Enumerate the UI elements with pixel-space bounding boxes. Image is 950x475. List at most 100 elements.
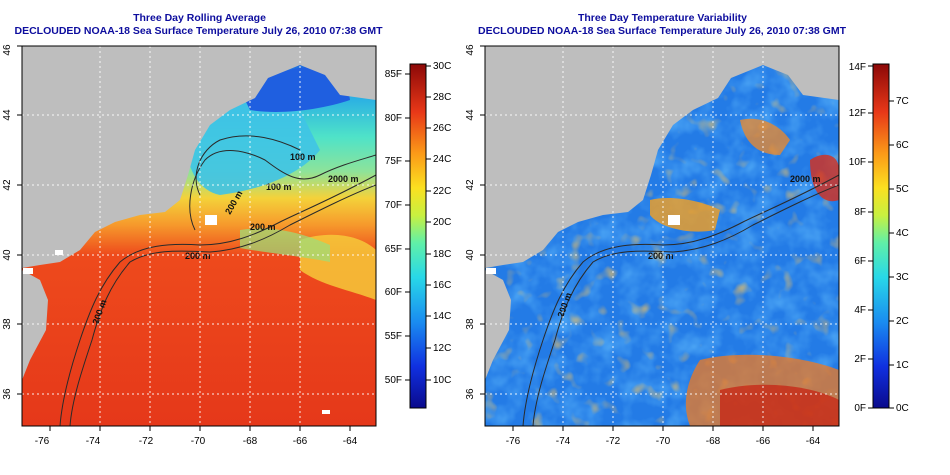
right-gulf-hotspot (740, 118, 790, 155)
left-cb-c-1: 12C (433, 343, 451, 354)
right-cb-f-3: 6F (854, 256, 866, 267)
right-contour-label-1: 2000 m (790, 174, 821, 184)
left-colorbar (409, 63, 427, 409)
left-colorbar-ticks (405, 65, 431, 381)
left-lon-tick-6: -64 (343, 436, 358, 447)
left-cb-f-0: 50F (385, 375, 402, 386)
left-map-title: Three Day Rolling Average (133, 12, 266, 24)
left-lon-tick-0: -76 (35, 436, 50, 447)
left-cb-f-5: 75F (385, 156, 402, 167)
left-bathymetry-contours (59, 135, 376, 426)
right-lon-tick-0: -76 (506, 436, 521, 447)
right-cb-f-5: 10F (849, 157, 866, 168)
right-lat-tick-4: 44 (465, 109, 476, 121)
left-lat-tick-4: 44 (2, 109, 13, 121)
right-map-title: Three Day Temperature Variability (577, 12, 748, 24)
right-cb-f-7: 14F (849, 62, 866, 73)
right-cb-f-2: 4F (854, 305, 866, 316)
left-cb-c-0: 10C (433, 375, 451, 386)
left-landmass-north (22, 46, 376, 268)
left-cloud-mask (23, 215, 330, 414)
right-cb-c-2: 2C (896, 316, 909, 327)
left-contour-label-1: 200 m (185, 251, 211, 261)
left-lon-tick-4: -68 (243, 436, 258, 447)
left-cb-c-2: 14C (433, 311, 451, 322)
left-lat-tick-0: 36 (2, 388, 13, 400)
left-landmass-nova-scotia (310, 46, 376, 95)
left-lat-tick-2: 40 (2, 249, 13, 261)
right-lat-tick-0: 36 (465, 388, 476, 400)
left-cb-c-8: 26C (433, 123, 451, 134)
right-lon-tick-4: -68 (706, 436, 721, 447)
right-lon-tick-5: -66 (756, 436, 771, 447)
right-lat-tick-5: 46 (465, 44, 476, 56)
right-colorbar-ticks (868, 65, 894, 409)
right-lat-tick-1: 38 (465, 318, 476, 330)
right-cloud-mask (486, 215, 680, 274)
left-cb-c-5: 20C (433, 217, 451, 228)
left-lat-tick-1: 38 (2, 318, 13, 330)
left-cb-f-3: 65F (385, 244, 402, 255)
right-lon-tick-1: -74 (556, 436, 571, 447)
left-axis-ticks (17, 45, 351, 431)
right-cb-c-4: 4C (896, 228, 909, 239)
right-graticule (485, 46, 839, 426)
right-colorbar (872, 63, 890, 409)
left-contour-label-7: 200 m (250, 222, 276, 232)
left-cb-c-7: 24C (433, 154, 451, 165)
left-map-subtitle: DECLOUDED NOAA-18 Sea Surface Temperatur… (14, 25, 383, 37)
right-cb-f-0: 0F (854, 403, 866, 414)
left-gulf-of-maine (186, 97, 320, 195)
left-lat-tick-5: 46 (2, 44, 13, 56)
left-cb-f-4: 70F (385, 200, 402, 211)
right-landmass-delmarva (485, 270, 511, 380)
right-cb-f-4: 8F (854, 207, 866, 218)
right-landmass-north (485, 46, 839, 268)
right-contour-label-2: 200 m (648, 251, 674, 261)
left-cb-f-2: 60F (385, 287, 402, 298)
right-cb-f-1: 2F (854, 354, 866, 365)
right-shelf-hotspot (650, 198, 720, 232)
left-cb-f-7: 85F (385, 69, 402, 80)
left-lon-tick-3: -70 (191, 436, 206, 447)
left-contour-label-4: 2000 m (328, 174, 359, 184)
right-landmass-nova-scotia (773, 46, 839, 95)
right-axis-ticks (480, 45, 814, 431)
left-lon-tick-2: -72 (139, 436, 154, 447)
right-cb-c-7: 7C (896, 96, 909, 107)
left-contour-label-3: 100 m (266, 182, 292, 192)
right-map-subtitle: DECLOUDED NOAA-18 Sea Surface Temperatur… (477, 25, 847, 37)
left-cb-c-6: 22C (433, 186, 451, 197)
right-cb-c-6: 6C (896, 140, 909, 151)
right-lon-tick-2: -72 (606, 436, 621, 447)
right-lat-tick-3: 42 (465, 179, 476, 191)
right-cb-c-0: 0C (896, 403, 909, 414)
left-cb-f-6: 80F (385, 113, 402, 124)
left-map-frame (21, 45, 377, 427)
left-cb-f-1: 55F (385, 331, 402, 342)
left-lon-tick-5: -66 (293, 436, 308, 447)
right-lat-tick-2: 40 (465, 249, 476, 261)
left-graticule (22, 46, 376, 426)
right-lon-tick-3: -70 (656, 436, 671, 447)
right-south-hotspot-core (720, 384, 839, 426)
left-contour-label-5: 100 m (290, 152, 316, 162)
left-landmass-delmarva (22, 270, 48, 380)
right-cb-f-6: 12F (849, 108, 866, 119)
left-cb-c-3: 16C (433, 280, 451, 291)
left-lon-tick-1: -74 (86, 436, 101, 447)
right-cb-c-3: 3C (896, 272, 909, 283)
right-cb-c-5: 5C (896, 184, 909, 195)
right-east-hotspot (810, 154, 839, 202)
right-bathymetry-contours (522, 174, 839, 426)
left-lat-tick-3: 42 (2, 179, 13, 191)
left-cb-c-10: 30C (433, 61, 451, 72)
left-map-panel: 200 m 200 m 100 m 2000 m 100 m 200 m 200… (22, 46, 376, 426)
right-cb-c-1: 1C (896, 360, 909, 371)
right-map-panel: 2000 m 200 m 200 m (485, 46, 839, 426)
left-cb-c-9: 28C (433, 92, 451, 103)
left-cb-c-4: 18C (433, 249, 451, 260)
right-map-frame (484, 45, 840, 427)
right-lon-tick-6: -64 (806, 436, 821, 447)
